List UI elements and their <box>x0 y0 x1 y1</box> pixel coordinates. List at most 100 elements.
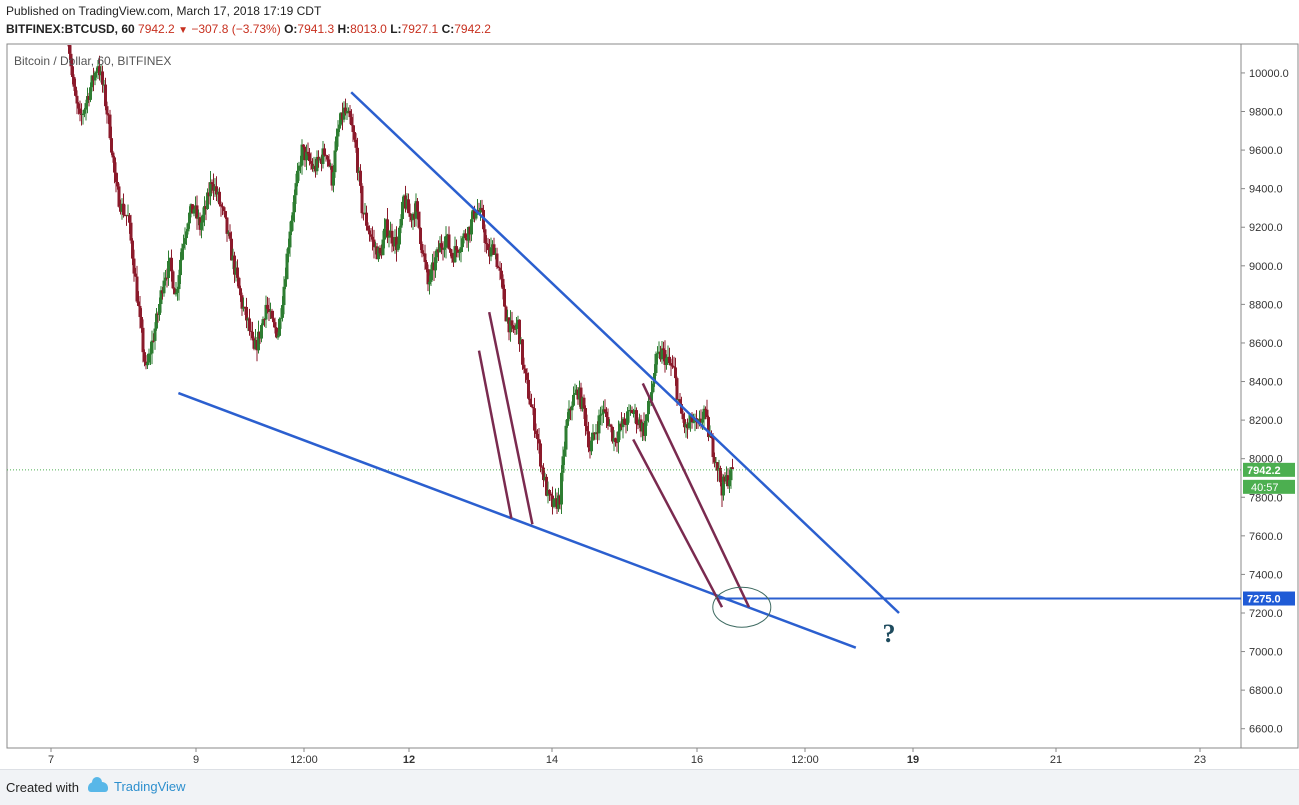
price-tick-label: 10000.0 <box>1249 68 1289 80</box>
trendline[interactable] <box>177 391 857 649</box>
candle-body <box>426 269 430 285</box>
candle-body <box>653 373 656 384</box>
candle-body <box>288 231 292 248</box>
candle-body <box>513 328 517 330</box>
candle-body <box>75 95 79 104</box>
time-tick-label: 21 <box>1050 754 1062 766</box>
high-label: H: <box>337 22 351 36</box>
candle-body <box>600 413 604 415</box>
channel-line[interactable] <box>487 311 534 525</box>
candle-body <box>200 222 203 230</box>
candle-body <box>456 249 460 253</box>
price-tick-label: 8000.0 <box>1249 454 1283 466</box>
price-tick-label: 8800.0 <box>1249 299 1283 311</box>
candle-body <box>323 148 326 156</box>
candle-body <box>290 220 293 232</box>
price-change: −307.8 (−3.73%) <box>191 22 281 36</box>
candle-body <box>503 288 506 307</box>
candle-body <box>141 327 145 353</box>
candle-body <box>533 408 536 431</box>
candle-body <box>560 472 563 505</box>
candle-body <box>573 393 577 395</box>
candle-body <box>678 399 682 405</box>
candle-body <box>348 110 352 118</box>
candle-body <box>728 480 731 487</box>
candle-body <box>603 409 607 412</box>
candle-body <box>626 411 629 425</box>
candle-body <box>536 434 539 440</box>
low-label: L: <box>390 22 402 36</box>
candle-body <box>285 253 289 280</box>
candle-body <box>449 248 452 253</box>
candle-body <box>383 228 386 240</box>
candle-body <box>716 462 719 471</box>
candle-body <box>545 476 548 496</box>
candle-body <box>423 253 427 263</box>
open-label: O: <box>284 22 298 36</box>
candle-body <box>497 266 500 268</box>
candle-body <box>167 261 170 279</box>
candle-body <box>108 114 112 139</box>
candle-body <box>333 150 337 173</box>
candle-body <box>654 353 658 374</box>
candle-body <box>542 467 545 481</box>
candle-body <box>239 288 242 296</box>
channel-line[interactable] <box>641 382 751 608</box>
candle-body <box>599 414 602 416</box>
candle-body <box>636 424 640 426</box>
low-value: 7927.1 <box>401 22 439 36</box>
candle-body <box>338 124 341 129</box>
candle-body <box>74 86 77 96</box>
candle-body <box>69 53 73 67</box>
candle-body <box>590 440 593 452</box>
candle-body <box>549 493 553 496</box>
channel-line[interactable] <box>477 350 513 519</box>
candle-body <box>218 191 221 205</box>
trendline[interactable] <box>350 91 900 614</box>
candle-body <box>81 113 85 115</box>
candle-body <box>236 267 239 278</box>
candle-body <box>287 247 290 254</box>
candle-body <box>564 425 568 450</box>
candle-body <box>440 243 443 248</box>
candle-body <box>164 277 167 281</box>
time-tick-label: 23 <box>1194 754 1206 766</box>
candle-body <box>605 411 608 418</box>
candle-body <box>98 66 101 76</box>
candle-body <box>137 301 140 306</box>
candle-body <box>366 225 370 231</box>
candle-body <box>71 66 74 78</box>
candle-body <box>185 231 188 239</box>
candle-body <box>386 219 389 238</box>
candle-body <box>420 244 424 254</box>
candle-body <box>390 230 394 244</box>
price-tick-label: 6600.0 <box>1249 724 1283 736</box>
candle-body <box>93 72 97 81</box>
candle-body <box>90 75 94 88</box>
price-axis[interactable]: 6600.0 6800.0 7000.0 7200.0 7400.0 7600.0 7800… <box>1241 68 1295 736</box>
price-chart[interactable]: 6600.06800.07000.07200.07400.07600.07800… <box>0 0 1299 769</box>
candle-body <box>458 252 461 254</box>
candle-body <box>165 277 169 279</box>
tradingview-link[interactable]: TradingView <box>88 776 186 794</box>
candle-body <box>428 281 431 285</box>
candle-body <box>332 172 335 186</box>
candle-body <box>371 236 374 240</box>
target-ellipse[interactable] <box>712 586 772 628</box>
candle-body <box>297 165 301 171</box>
candle-body <box>135 276 139 302</box>
candle-body <box>203 206 206 215</box>
candle-body <box>572 394 575 406</box>
candle-body <box>647 400 650 415</box>
time-axis[interactable]: 7 9 12:00 12 14 16 12:00 19 21 23 <box>48 748 1206 766</box>
time-tick-label: 12 <box>403 754 415 766</box>
price-tick-label: 8400.0 <box>1249 377 1283 389</box>
candle-body <box>147 353 151 363</box>
price-tick-label: 7000.0 <box>1249 647 1283 659</box>
candle-body <box>566 419 569 426</box>
tradingview-brand: TradingView <box>114 779 186 794</box>
close-label: C: <box>441 22 455 36</box>
candle-body <box>464 233 467 238</box>
channel-line[interactable] <box>632 438 724 608</box>
candle-body <box>459 247 463 253</box>
